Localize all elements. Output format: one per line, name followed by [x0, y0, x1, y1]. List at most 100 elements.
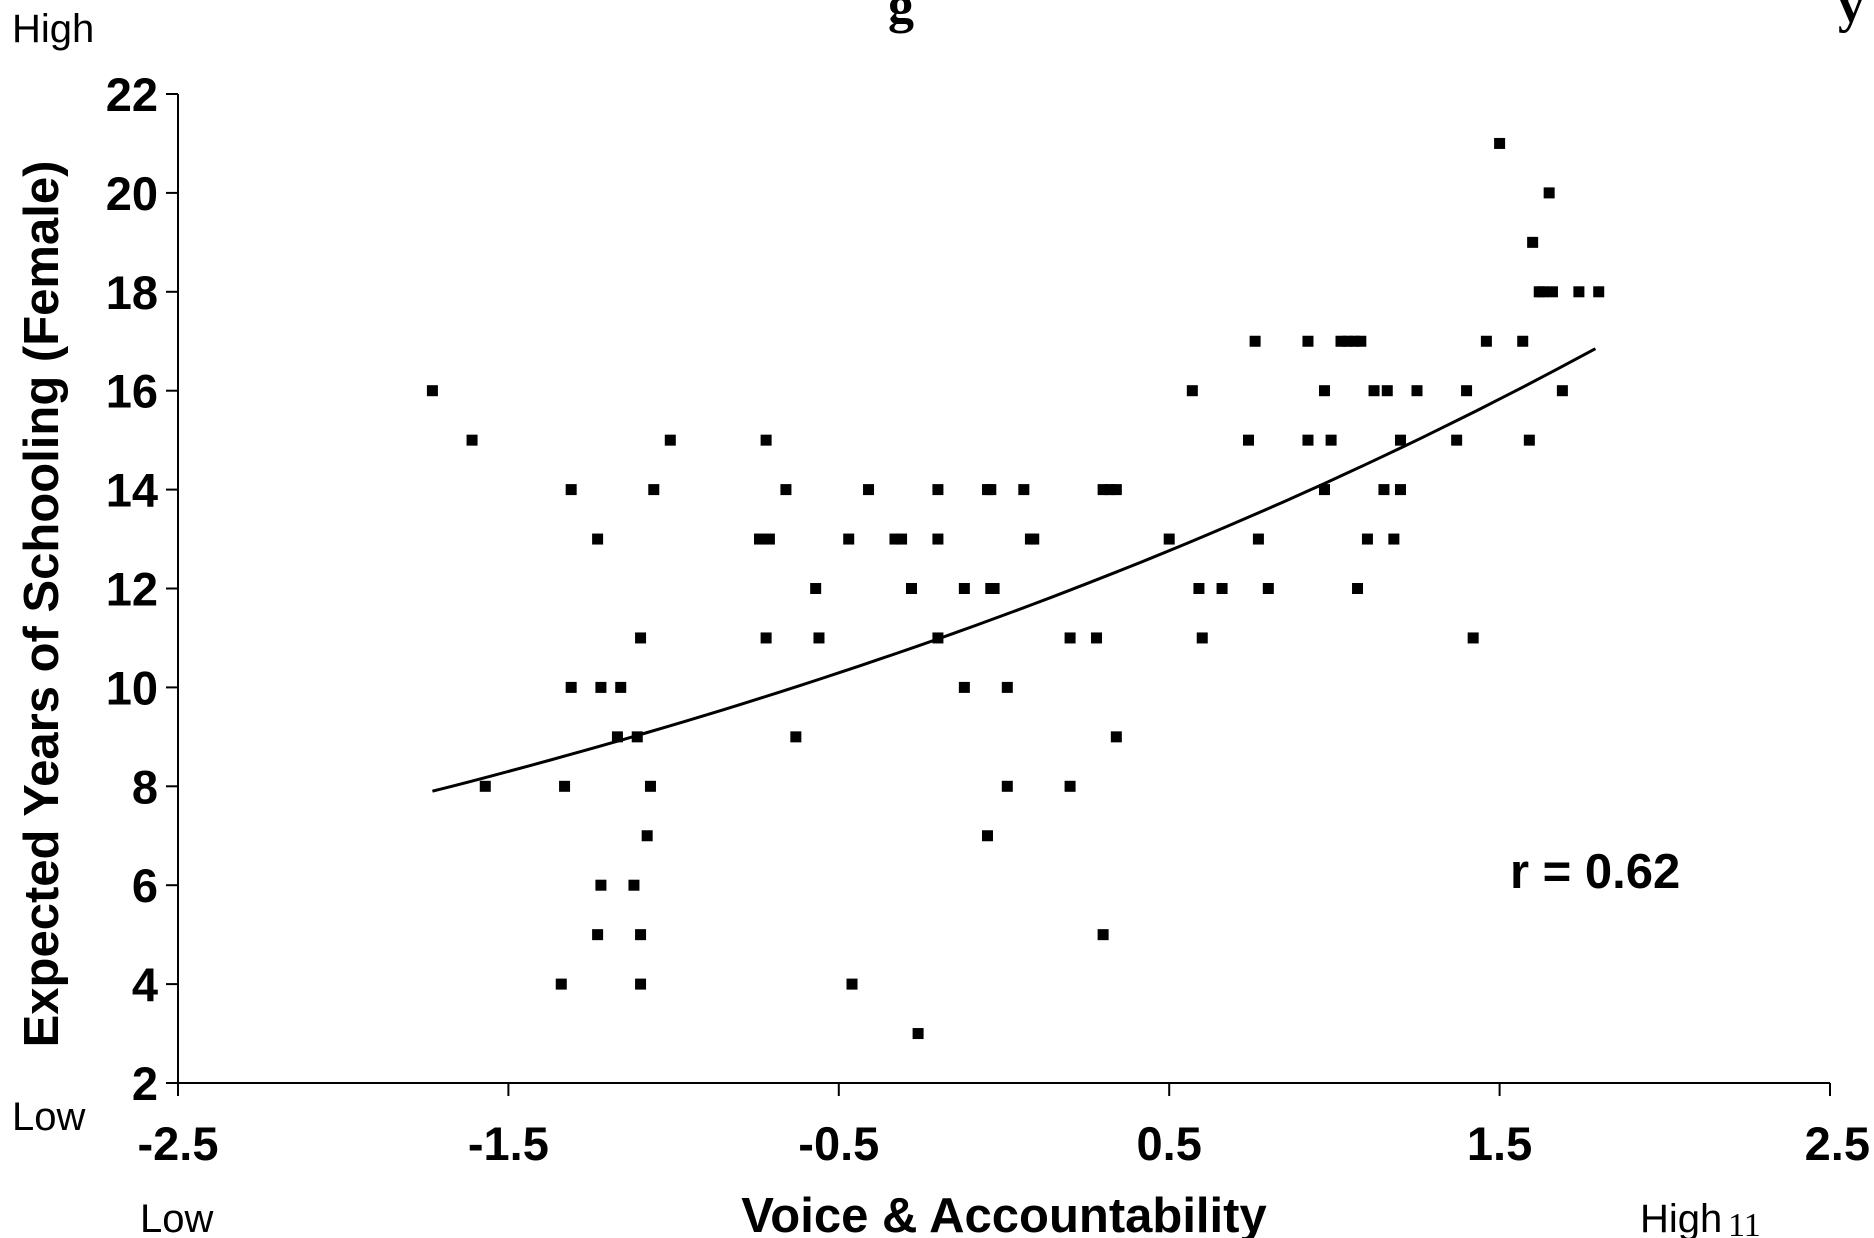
data-point — [1467, 632, 1479, 644]
y-tick-label: 4 — [132, 958, 158, 1011]
data-point — [754, 533, 766, 545]
y-tick-label: 2 — [132, 1057, 158, 1110]
data-point — [958, 583, 970, 594]
data-point — [958, 681, 970, 693]
data-point — [1318, 385, 1330, 397]
data-point — [592, 929, 604, 941]
x-low-label: Low — [140, 1197, 213, 1238]
data-point — [889, 533, 901, 545]
data-point — [635, 632, 647, 644]
data-point — [1064, 632, 1076, 644]
y-axis-title: Expected Years of Schooling (Female) — [15, 161, 69, 1048]
data-point — [1302, 335, 1314, 347]
data-point — [644, 780, 656, 792]
data-point — [760, 632, 772, 644]
data-point — [1378, 484, 1390, 496]
y-tick-label: 20 — [106, 167, 158, 220]
y-tick-label: 10 — [106, 661, 158, 714]
data-point — [1451, 434, 1463, 446]
y-low-label: Low — [12, 1095, 85, 1139]
data-point — [905, 583, 917, 594]
x-tick-label: -1.5 — [468, 1117, 549, 1170]
slide-number: 11 — [1728, 1207, 1761, 1238]
data-point — [1249, 335, 1261, 347]
data-point — [611, 731, 623, 743]
data-point — [1537, 286, 1549, 298]
data-point — [479, 780, 491, 792]
data-point — [559, 780, 571, 792]
x-tick-label: -2.5 — [138, 1117, 219, 1170]
data-point — [981, 484, 993, 496]
data-point — [648, 484, 660, 496]
x-tick-label: 1.5 — [1467, 1117, 1532, 1170]
y-high-label: High — [12, 7, 94, 51]
x-tick-label: 0.5 — [1137, 1117, 1202, 1170]
data-point — [1196, 632, 1208, 644]
data-point — [1318, 484, 1330, 496]
data-point — [641, 830, 653, 842]
data-point — [1546, 286, 1558, 298]
data-point — [981, 830, 993, 842]
data-point — [1527, 236, 1539, 248]
x-high-label: High — [1640, 1197, 1722, 1238]
x-tick-labels: -2.5 -1.5 -0.5 0.5 1.5 2.5 — [138, 1117, 1871, 1170]
data-point — [635, 929, 647, 941]
y-tick-label: 14 — [106, 464, 158, 517]
data-point — [896, 533, 908, 545]
data-point — [912, 1028, 924, 1040]
data-point — [1097, 929, 1109, 941]
data-point — [615, 681, 627, 693]
y-tick-label: 8 — [132, 760, 158, 813]
data-point — [635, 978, 647, 990]
data-point — [790, 731, 802, 743]
data-point — [1104, 484, 1116, 496]
data-point — [988, 583, 1000, 594]
data-point — [1573, 286, 1585, 298]
correlation-annotation: r = 0.62 — [1510, 845, 1680, 899]
data-point — [1494, 137, 1506, 149]
y-tick-label: 22 — [106, 68, 158, 121]
data-point — [1523, 434, 1535, 446]
data-points — [426, 137, 1605, 1040]
data-point — [1361, 533, 1373, 545]
data-point — [1302, 434, 1314, 446]
data-point — [595, 879, 607, 891]
data-point — [780, 484, 792, 496]
data-point — [592, 533, 604, 545]
data-point — [565, 681, 577, 693]
data-point — [813, 632, 825, 644]
data-point — [1355, 335, 1367, 347]
data-point — [1335, 335, 1347, 347]
data-point — [595, 681, 607, 693]
x-tick-label: -0.5 — [798, 1117, 879, 1170]
data-point — [1110, 731, 1122, 743]
y-axis — [166, 93, 179, 1084]
y-tick-label: 16 — [106, 365, 158, 418]
data-point — [1186, 385, 1198, 397]
data-point — [1242, 434, 1254, 446]
data-point — [1543, 187, 1555, 199]
x-axis — [177, 1082, 1831, 1096]
data-point — [1348, 335, 1360, 347]
y-tick-labels: 2 4 6 8 10 12 14 16 18 20 22 — [106, 68, 158, 1110]
y-tick-label: 6 — [132, 859, 158, 912]
data-point — [763, 533, 775, 545]
data-point — [932, 533, 944, 545]
data-point — [1411, 385, 1423, 397]
data-point — [466, 434, 478, 446]
data-point — [1216, 583, 1228, 594]
x-tick-label: 2.5 — [1805, 1117, 1870, 1170]
data-point — [846, 978, 858, 990]
data-point — [1252, 533, 1264, 545]
data-point — [1388, 533, 1400, 545]
data-point — [1325, 434, 1337, 446]
data-point — [1001, 780, 1013, 792]
data-point — [664, 434, 676, 446]
data-point — [1001, 681, 1013, 693]
data-point — [565, 484, 577, 496]
data-point — [932, 484, 944, 496]
data-point — [426, 385, 438, 397]
title-fragment-left: g — [888, 0, 914, 34]
data-point — [760, 434, 772, 446]
